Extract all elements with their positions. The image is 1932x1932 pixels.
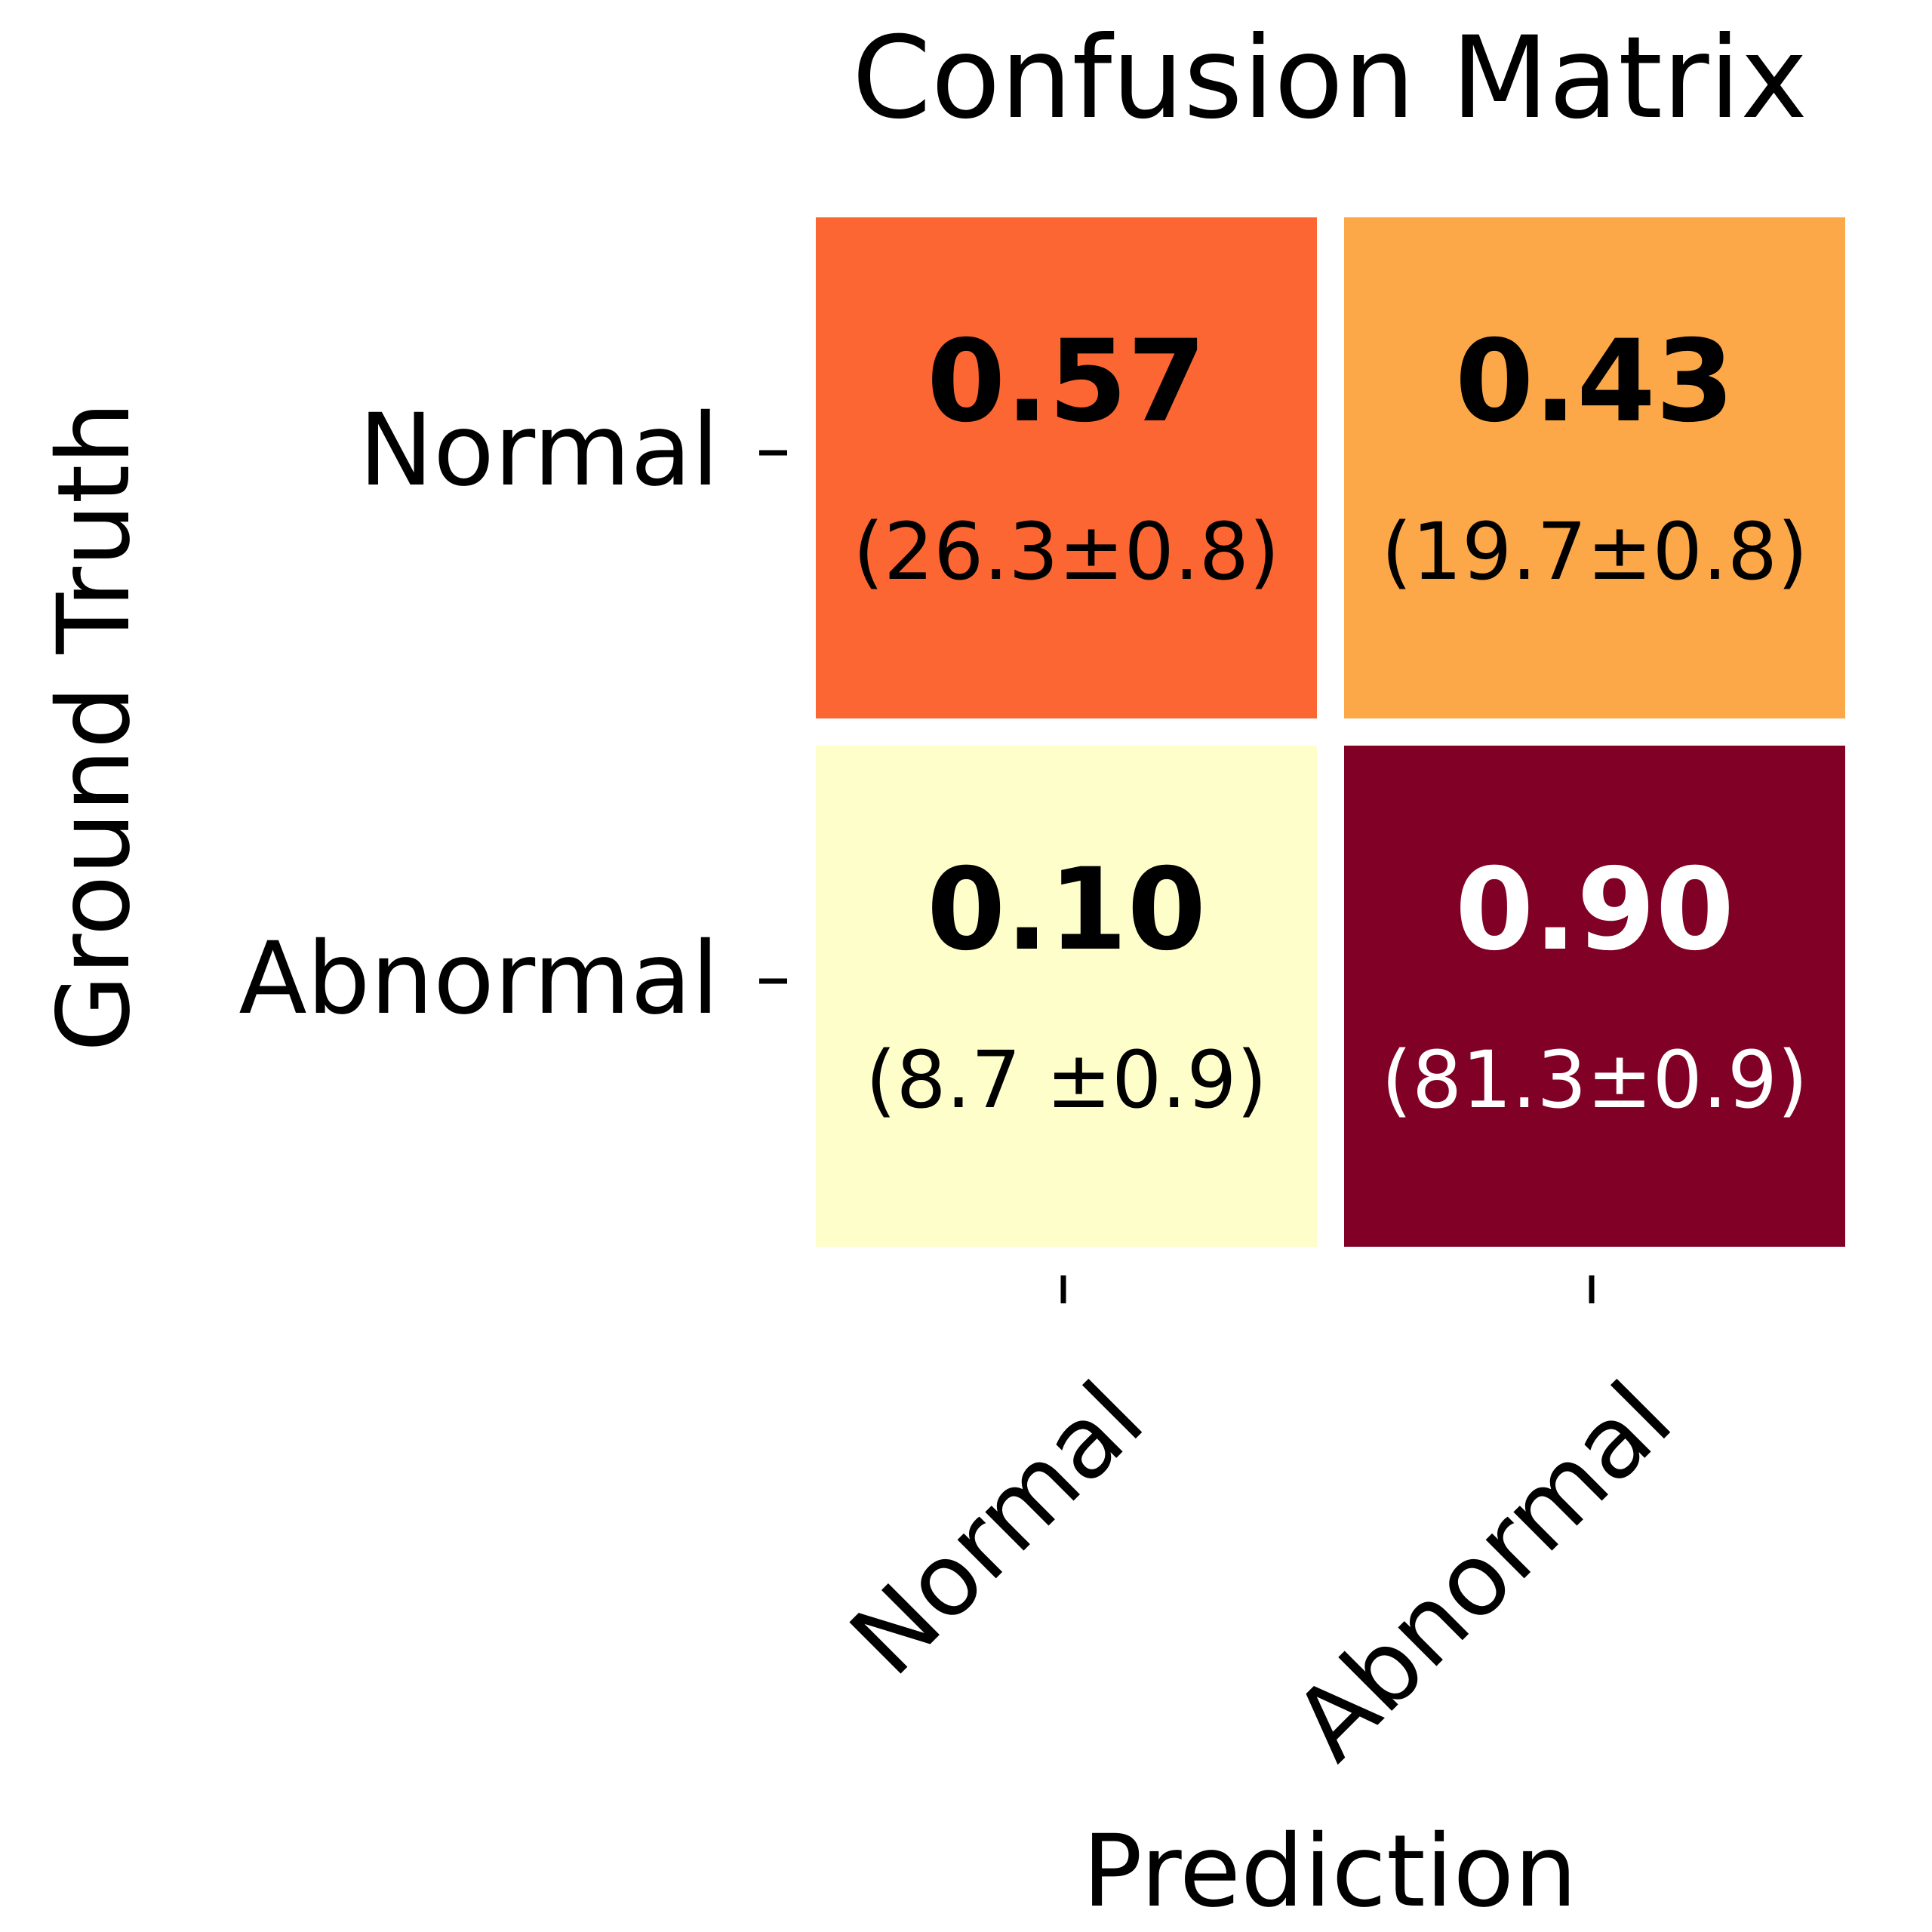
y-tick-label: Normal: [358, 392, 719, 509]
cell-count-label: (81.3±0.9): [1381, 1034, 1807, 1126]
y-axis-label: Ground Truth: [36, 401, 152, 1052]
heatmap-cell: [1344, 217, 1845, 718]
cell-count-label: (8.7 ±0.9): [866, 1034, 1267, 1126]
cell-count-label: (19.7±0.8): [1381, 506, 1807, 598]
heatmap-cells: [816, 217, 1845, 1247]
heatmap-cell: [1344, 746, 1845, 1247]
x-axis-label: Prediction: [1082, 1814, 1577, 1930]
y-tick-label: Abnormal: [238, 921, 719, 1037]
x-tick-label: Normal: [829, 1361, 1166, 1698]
cell-value-label: 0.90: [1455, 844, 1734, 976]
cell-labels: 0.57 (26.3±0.8) 0.43 (19.7±0.8) 0.10 (8.7 ±0.…: [853, 316, 1807, 1126]
chart-title: Confusion Matrix: [852, 13, 1807, 144]
cell-value-label: 0.57: [927, 316, 1206, 448]
cell-value-label: 0.10: [927, 844, 1206, 976]
heatmap-cell: [816, 746, 1317, 1247]
cell-count-label: (26.3±0.8): [853, 506, 1279, 598]
x-tick-label: Abnormal: [1272, 1361, 1694, 1783]
heatmap-cell: [816, 217, 1317, 718]
cell-value-label: 0.43: [1455, 316, 1734, 448]
